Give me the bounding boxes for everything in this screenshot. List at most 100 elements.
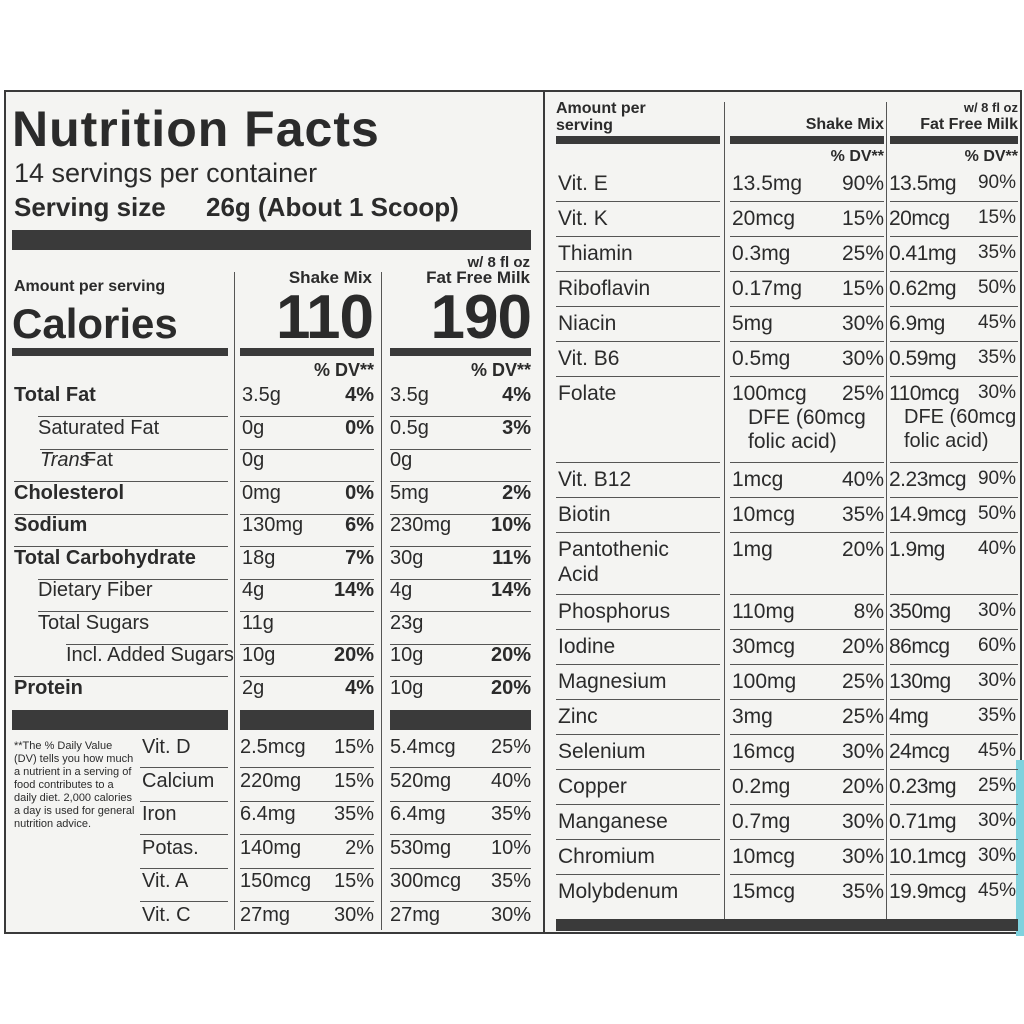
shake-amount: 220mg [240, 769, 302, 792]
nutrient-name-line2: Acid [558, 563, 599, 586]
milk-dv: 60% [977, 635, 1016, 656]
row-divider [390, 800, 531, 802]
row-divider [556, 839, 720, 840]
shake-amount: 20mcg [732, 207, 796, 230]
row-divider [390, 676, 531, 677]
milk-amount: 300mcg [390, 870, 462, 892]
shake-amount: 16mcg [732, 740, 796, 763]
shake-dv: 90% [841, 172, 884, 195]
row-divider [556, 699, 720, 700]
shake-amount: 2g [242, 676, 265, 699]
shake-amount: 0mg [242, 481, 281, 504]
servings-per-container: 14 servings per container [14, 158, 318, 188]
milk-amount: 14.9mcg [889, 503, 967, 526]
row-divider [730, 769, 884, 770]
amount-per-serving-label: Amount per serving [14, 278, 166, 295]
row-divider [390, 448, 531, 450]
nutrient-name: Biotin [558, 503, 611, 526]
shake-dv: 40% [841, 468, 884, 491]
row-divider [556, 874, 720, 875]
nutrient-name: Phosphorus [558, 600, 671, 623]
right-milk-header-line1: w/ 8 fl oz [963, 100, 1018, 115]
row-divider [730, 201, 884, 202]
milk-amount: 0.41mg [889, 242, 957, 265]
row-divider [14, 513, 228, 515]
nutrient-name: Riboflavin [558, 277, 651, 300]
thick-divider [12, 230, 531, 250]
milk-amount: 13.5mg [889, 172, 957, 195]
milk-dv: 10% [490, 514, 531, 536]
right-shake-mix-header: Shake Mix [805, 116, 884, 133]
calories-divider [12, 348, 228, 356]
row-divider [240, 416, 374, 417]
shake-amount: 3mg [732, 705, 773, 728]
milk-amount: 4g [390, 579, 413, 601]
thick-divider [12, 710, 228, 730]
shake-amount: 0.3mg [732, 242, 791, 265]
column-divider [234, 272, 235, 930]
row-divider [390, 643, 531, 645]
shake-dv: 8% [853, 600, 884, 623]
row-divider [556, 271, 720, 272]
shake-amount: 1mcg [732, 468, 784, 491]
milk-amount: 1.9mg [889, 538, 945, 561]
milk-dv: 45% [977, 880, 1016, 901]
milk-amount: 5.4mcg [390, 736, 456, 758]
milk-dv: 90% [977, 172, 1016, 193]
milk-amount: 520mg [390, 769, 452, 792]
row-divider [240, 578, 374, 580]
milk-amount: 350mg [889, 600, 951, 623]
row-divider [730, 376, 884, 377]
row-divider [140, 867, 228, 869]
shake-dv: 25% [841, 705, 884, 728]
shake-amount: 4g [242, 579, 265, 601]
row-divider [556, 497, 720, 498]
shake-amount: 0g [242, 449, 265, 471]
shake-amount: 6.4mg [240, 803, 296, 825]
nutrient-name: Incl. Added Sugars [66, 644, 234, 666]
vitamin-name: Vit. C [142, 903, 191, 926]
shake-dv: 15% [841, 207, 884, 230]
row-divider [730, 804, 884, 805]
row-divider [890, 376, 1018, 377]
milk-dv: 10% [490, 836, 531, 859]
row-divider [556, 532, 720, 533]
row-divider [890, 804, 1018, 805]
milk-amount: 530mg [390, 836, 452, 859]
row-divider [390, 546, 531, 547]
milk-amount-line3: folic acid) [904, 430, 989, 452]
milk-dv: 11% [492, 546, 531, 569]
row-divider [890, 629, 1018, 630]
row-divider [240, 676, 374, 677]
shake-dv: 30% [841, 312, 884, 335]
row-divider [240, 448, 374, 450]
shake-amount: 110mg [732, 600, 795, 623]
milk-dv: 30% [490, 903, 531, 926]
shake-amount: 1mg [732, 538, 773, 561]
shake-amount: 0.17mg [732, 277, 803, 300]
shake-amount: 100mcg [732, 382, 807, 405]
row-divider [14, 676, 228, 677]
shake-amount: 11g [242, 611, 274, 634]
milk-dv: 2% [502, 481, 531, 504]
shake-dv: 6% [345, 514, 374, 536]
row-divider [14, 546, 228, 547]
shake-amount: 30mcg [732, 635, 796, 658]
row-divider [240, 643, 374, 645]
nutrient-name-suffix: Fat [84, 449, 113, 471]
shake-amount: 150mcg [240, 870, 312, 892]
shake-amount: 15mcg [732, 880, 796, 903]
row-divider [556, 306, 720, 307]
calories-divider [390, 348, 531, 356]
row-divider [140, 767, 228, 768]
row-divider [890, 341, 1018, 342]
row-divider [38, 578, 228, 580]
shake-amount: 140mg [240, 836, 302, 859]
row-divider [730, 306, 884, 307]
milk-amount: 2.23mcg [889, 468, 967, 491]
milk-amount: 0.62mg [889, 277, 957, 300]
milk-dv: 14% [490, 579, 531, 601]
row-divider [240, 546, 374, 547]
milk-dv: 90% [977, 468, 1016, 489]
milk-dv: 35% [490, 870, 531, 892]
